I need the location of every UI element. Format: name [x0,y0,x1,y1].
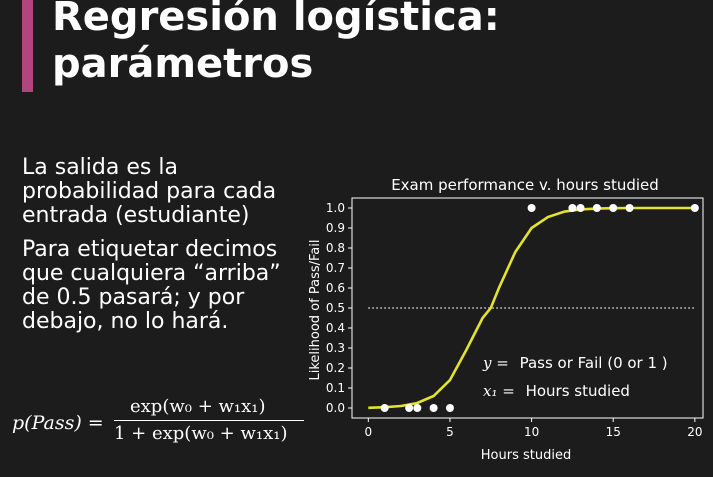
data-point [576,204,585,212]
data-points [380,204,699,412]
y-tick-label: 0.5 [326,301,345,315]
x-tick-label: 5 [446,425,454,439]
annotation-y-math: y = [482,354,509,372]
data-point [592,204,601,212]
slide-title: Regresión logística: parámetros [52,0,500,88]
formula-lhs: p(Pass) = [12,412,104,434]
annotation-x1-text: Hours studied [526,382,630,400]
logistic-curve [368,206,695,410]
logistic-chart: Exam performance v. hours studied 0.0 0.1… [308,176,704,463]
formula-denominator: 1 + exp(w₀ + w₁x₁) [114,423,288,444]
y-tick-label: 0.8 [326,241,345,255]
y-tick-label: 0.9 [326,221,345,235]
fraction-bar [114,420,304,421]
x-tick-label: 10 [524,425,539,439]
data-point [568,204,577,212]
data-point [405,404,414,412]
data-point [445,404,454,412]
y-tick-label: 0.6 [326,281,345,295]
y-axis-label: Likelihood of Pass/Fail [308,240,323,381]
data-point [413,404,422,412]
x-tick-label: 15 [606,425,621,439]
y-tick-label: 0.7 [326,261,345,275]
annotation-x1-math: x₁ = [483,382,515,400]
y-tick-label: 0.3 [326,341,345,355]
title-line-1: Regresión logística: [52,0,500,40]
y-tick-label: 0.4 [326,321,345,335]
accent-bar [22,0,33,92]
y-tick-label: 0.2 [326,361,345,375]
y-tick-label: 0.1 [326,381,345,395]
chart-title: Exam performance v. hours studied [391,176,659,194]
formula-numerator: exp(w₀ + w₁x₁) [130,396,266,417]
annotation-y: y = Pass or Fail (0 or 1 ) [482,354,668,372]
data-point [690,204,699,212]
y-axis-ticks: 0.0 0.1 0.2 0.3 0.4 0.5 0.6 0.7 0.8 0.9 1.0 [326,201,352,415]
x-tick-label: 0 [365,425,373,439]
y-tick-label: 0.0 [326,401,345,415]
paragraph-threshold: Para etiquetar decimos que cualquiera “a… [22,237,281,334]
data-point [527,204,536,212]
data-point [380,404,389,412]
data-point [609,204,618,212]
data-point [625,204,634,212]
slide-body: La salida es la probabilidad para cada e… [22,156,302,344]
annotation-y-text: Pass or Fail (0 or 1 ) [520,354,668,372]
logistic-formula: p(Pass) = exp(w₀ + w₁x₁) 1 + exp(w₀ + w₁… [10,396,310,456]
x-tick-label: 20 [687,425,702,439]
title-line-2: parámetros [52,41,314,87]
x-axis-label: Hours studied [481,448,571,463]
y-tick-label: 1.0 [326,201,345,215]
data-point [429,404,438,412]
x-axis-ticks: 0 5 10 15 20 [365,418,702,439]
paragraph-output: La salida es la probabilidad para cada e… [22,155,277,228]
annotation-x1: x₁ = Hours studied [483,382,630,400]
